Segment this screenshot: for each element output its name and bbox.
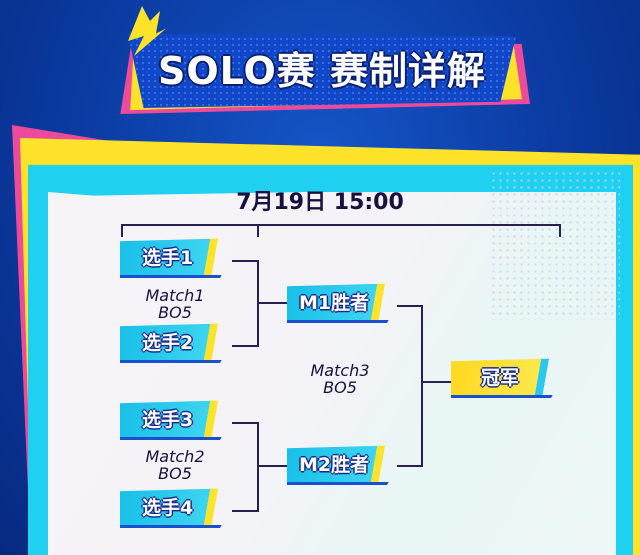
player-label: 选手1: [142, 247, 194, 269]
winner-label: M2胜者: [299, 454, 370, 476]
match1-label: Match1 BO5: [125, 287, 225, 321]
player-label: 选手3: [142, 409, 194, 431]
title-banner: [128, 33, 516, 108]
match-date: 7月19日 15:00: [236, 190, 404, 215]
champion-label: 冠军: [481, 367, 520, 389]
player-label: 选手2: [142, 332, 194, 354]
player-2-slot: 选手2: [120, 323, 242, 363]
match2-label: Match2 BO5: [125, 448, 225, 482]
player-4-slot: 选手4: [120, 488, 242, 528]
match-name: Match3: [310, 361, 370, 380]
connector-match3: [397, 305, 451, 467]
connector-match2: [232, 422, 287, 512]
match-name: Match2: [145, 447, 205, 466]
match-format: BO5: [158, 464, 192, 483]
m2-winner-slot: M2胜者: [287, 445, 409, 485]
champion-slot: 冠军: [451, 358, 573, 398]
match-format: BO5: [323, 378, 357, 397]
schedule-line: [121, 224, 561, 237]
page-title: SOLO赛 赛制详解: [157, 49, 487, 93]
winner-label: M1胜者: [299, 292, 370, 314]
match-format: BO5: [158, 303, 192, 322]
player-1-slot: 选手1: [120, 238, 242, 278]
connector-match1: [232, 260, 287, 347]
m1-winner-slot: M1胜者: [287, 283, 409, 323]
player-label: 选手4: [142, 497, 194, 519]
match-name: Match1: [145, 286, 205, 305]
dot-pattern: [490, 170, 620, 320]
match3-label: Match3 BO5: [290, 362, 390, 396]
player-3-slot: 选手3: [120, 400, 242, 440]
